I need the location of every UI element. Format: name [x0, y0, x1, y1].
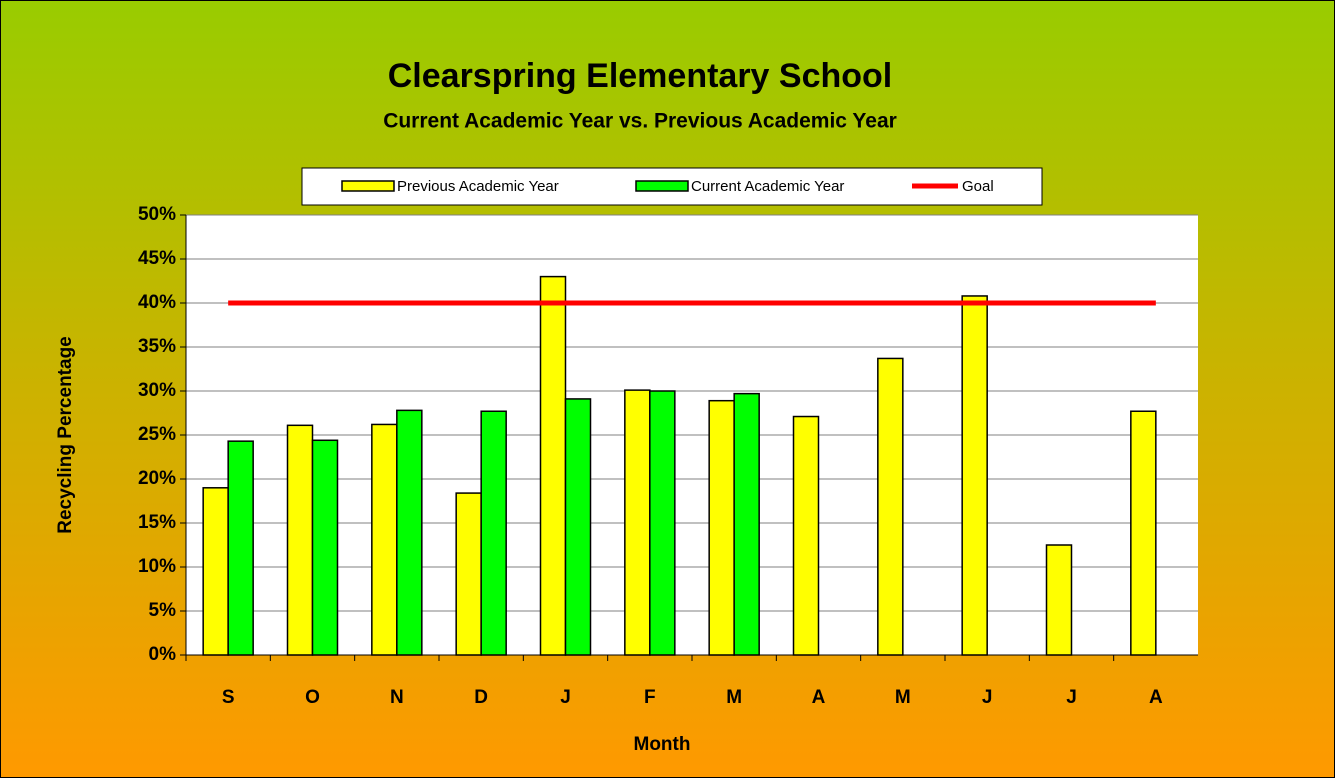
x-tick-label: A — [1149, 687, 1163, 708]
y-tick-label: 35% — [138, 336, 176, 357]
bar — [396, 409, 423, 656]
x-axis-label: Month — [634, 734, 691, 755]
bar — [202, 487, 229, 656]
legend-label: Previous Academic Year — [397, 178, 559, 195]
x-tick-label: M — [726, 687, 742, 708]
y-tick-label: 45% — [138, 248, 176, 269]
y-tick-label: 10% — [138, 556, 176, 577]
legend-swatch — [341, 180, 395, 192]
bar — [311, 439, 339, 656]
x-tick-label: M — [895, 687, 911, 708]
bar — [733, 392, 760, 656]
x-tick-label: O — [305, 687, 320, 708]
bar — [1045, 544, 1073, 656]
y-tick-label: 5% — [149, 600, 177, 621]
bar — [480, 410, 507, 656]
chart-subtitle: Current Academic Year vs. Previous Acade… — [383, 110, 897, 133]
bar — [961, 295, 988, 656]
y-tick-label: 25% — [138, 424, 176, 445]
bar — [539, 275, 567, 656]
y-tick-label: 30% — [138, 380, 176, 401]
bar — [1130, 410, 1157, 656]
legend-label: Current Academic Year — [691, 178, 844, 195]
x-tick-label: J — [982, 687, 993, 708]
x-tick-label: N — [390, 687, 404, 708]
bar — [286, 424, 314, 656]
y-tick-label: 15% — [138, 512, 176, 533]
bar — [877, 357, 904, 656]
bar — [708, 399, 735, 656]
x-tick-label: A — [812, 687, 826, 708]
x-tick-label: J — [560, 687, 571, 708]
bar — [227, 440, 254, 656]
x-tick-label: F — [644, 687, 656, 708]
x-tick-label: J — [1066, 687, 1077, 708]
bar — [564, 398, 592, 656]
x-tick-label: D — [474, 687, 488, 708]
legend-swatch — [635, 180, 689, 192]
x-tick-label: S — [222, 687, 235, 708]
y-tick-label: 40% — [138, 292, 176, 313]
y-tick-label: 50% — [138, 204, 176, 225]
bar — [371, 423, 398, 656]
legend-label: Goal — [962, 178, 994, 195]
chart-title: Clearspring Elementary School — [388, 57, 893, 95]
y-tick-label: 0% — [149, 644, 177, 665]
bar — [792, 415, 820, 656]
bar — [455, 492, 482, 656]
bar — [649, 390, 676, 656]
y-tick-label: 20% — [138, 468, 176, 489]
bar — [624, 389, 651, 656]
y-axis-label: Recycling Percentage — [55, 336, 76, 533]
